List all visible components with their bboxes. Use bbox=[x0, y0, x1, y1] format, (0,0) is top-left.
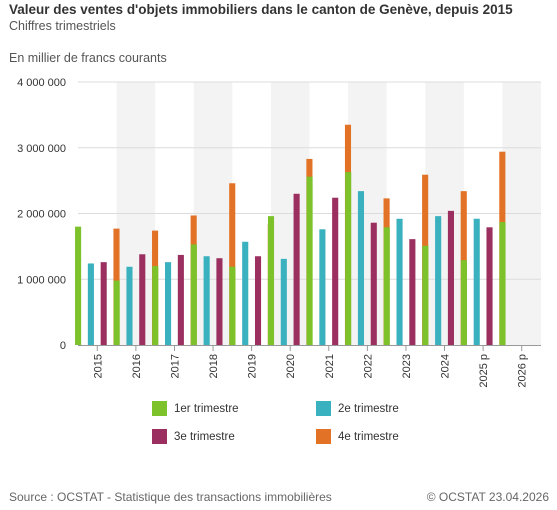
bar-1-2021 bbox=[306, 176, 313, 345]
bar-1-2018 bbox=[190, 244, 197, 345]
bar-1-2023 bbox=[383, 227, 390, 345]
bar-3-2023 bbox=[409, 239, 416, 345]
bar-1-2024 bbox=[422, 245, 429, 345]
x-tick-label: 2022 bbox=[362, 354, 374, 378]
bar-1-2015 bbox=[75, 226, 82, 345]
bar-3-2020 bbox=[293, 193, 300, 345]
bar-2-2018 bbox=[203, 256, 210, 345]
y-tick-label: 3 000 000 bbox=[17, 143, 66, 155]
bar-2-2023 bbox=[396, 218, 403, 345]
legend-swatch-q1 bbox=[152, 401, 167, 416]
y-tick-label: 1 000 000 bbox=[17, 274, 66, 286]
legend-label-q3: 3e trimestre bbox=[174, 430, 235, 443]
bar-chart: 0 1 000 000 2 000 000 3 000 000 4 000 000 201… bbox=[17, 77, 541, 388]
bar-1-2026-p bbox=[499, 222, 506, 345]
chart-legend: 1er trimestre 2e trimestre 3e trimestre … bbox=[152, 401, 452, 447]
bar-3-2021 bbox=[332, 197, 339, 345]
bar-3-2025-p bbox=[486, 227, 493, 345]
bar-3-2018 bbox=[216, 258, 223, 345]
bar-2-2016 bbox=[126, 266, 133, 345]
bar-2-2025-p bbox=[473, 218, 480, 345]
x-tick-label: 2025 p bbox=[478, 354, 490, 388]
bar-4-2018 bbox=[229, 183, 236, 345]
bar-3-2022 bbox=[370, 222, 377, 345]
legend-label-q2: 2e trimestre bbox=[338, 402, 399, 415]
x-tick-label: 2017 bbox=[169, 354, 181, 378]
y-tick-label: 0 bbox=[60, 340, 66, 352]
y-axis-unit-label: En millier de francs courants bbox=[9, 51, 167, 65]
bar-1-2016 bbox=[113, 280, 120, 345]
legend-swatch-q2 bbox=[316, 401, 331, 416]
bar-3-2015 bbox=[100, 262, 107, 345]
bar-2-2015 bbox=[87, 263, 94, 345]
bar-1-2017 bbox=[152, 266, 159, 345]
x-tick-label: 2023 bbox=[401, 354, 413, 378]
legend-item-q4[interactable]: 4e trimestre bbox=[316, 429, 399, 444]
bar-1-2020 bbox=[267, 216, 275, 345]
bar-3-2017 bbox=[177, 254, 184, 345]
bar-2-2024 bbox=[435, 216, 442, 345]
x-tick-label: 2019 bbox=[247, 354, 259, 378]
legend-item-q2[interactable]: 2e trimestre bbox=[316, 401, 399, 416]
legend-swatch-q4 bbox=[316, 429, 331, 444]
bar-2-2019 bbox=[242, 241, 249, 345]
bar-2-2017 bbox=[165, 262, 172, 345]
x-tick-label: 2015 bbox=[92, 354, 104, 378]
legend-swatch-q3 bbox=[152, 429, 167, 444]
y-tick-label: 4 000 000 bbox=[17, 77, 66, 89]
legend-item-q3[interactable]: 3e trimestre bbox=[152, 429, 235, 444]
bar-3-2024 bbox=[447, 210, 454, 345]
source-note: Source : OCSTAT - Statistique des transa… bbox=[9, 490, 332, 504]
x-tick-label: 2016 bbox=[131, 354, 143, 378]
bar-2-2022 bbox=[357, 191, 365, 345]
x-tick-label: 2018 bbox=[208, 354, 220, 378]
bar-2-2020 bbox=[280, 258, 287, 345]
bar-1-2019 bbox=[229, 266, 236, 345]
legend-item-q1[interactable]: 1er trimestre bbox=[152, 401, 239, 416]
y-tick-label: 2 000 000 bbox=[17, 209, 66, 221]
x-tick-label: 2020 bbox=[285, 354, 297, 378]
x-tick-label: 2024 bbox=[440, 354, 452, 378]
bar-3-2019 bbox=[254, 256, 262, 345]
chart-title: Valeur des ventes d'objets immobiliers d… bbox=[9, 2, 513, 17]
x-tick-label: 2026 p bbox=[517, 354, 529, 388]
chart-subtitle: Chiffres trimestriels bbox=[9, 19, 116, 33]
bar-1-2025-p bbox=[460, 260, 467, 345]
copyright-note: © OCSTAT 23.04.2026 bbox=[426, 490, 549, 504]
x-tick-label: 2021 bbox=[324, 354, 336, 378]
bar-1-2022 bbox=[345, 172, 352, 345]
bar-3-2016 bbox=[139, 254, 146, 345]
legend-label-q1: 1er trimestre bbox=[174, 402, 239, 415]
legend-label-q4: 4e trimestre bbox=[338, 430, 399, 443]
bar-2-2021 bbox=[319, 229, 326, 345]
